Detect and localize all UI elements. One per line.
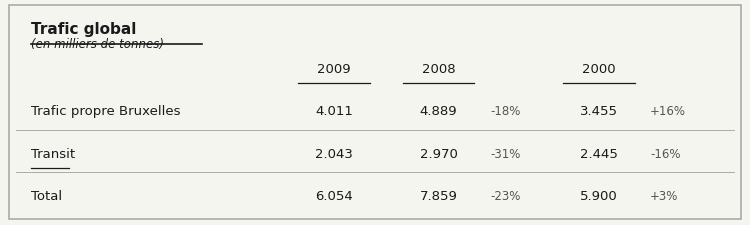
Text: 2008: 2008	[422, 63, 455, 76]
Text: -23%: -23%	[490, 189, 521, 202]
Text: 2.970: 2.970	[419, 147, 458, 160]
Text: 5.900: 5.900	[580, 189, 618, 202]
Text: (en milliers de tonnes): (en milliers de tonnes)	[32, 38, 164, 51]
Text: 2009: 2009	[317, 63, 351, 76]
Text: 2.445: 2.445	[580, 147, 618, 160]
Text: 4.011: 4.011	[315, 105, 352, 118]
Text: 2.043: 2.043	[315, 147, 352, 160]
Text: 6.054: 6.054	[315, 189, 352, 202]
Text: Trafic propre Bruxelles: Trafic propre Bruxelles	[32, 105, 181, 118]
Text: -31%: -31%	[490, 147, 521, 160]
Text: 2000: 2000	[582, 63, 616, 76]
Text: Total: Total	[32, 189, 62, 202]
Text: 3.455: 3.455	[580, 105, 618, 118]
Text: 4.889: 4.889	[420, 105, 458, 118]
Text: +16%: +16%	[650, 105, 686, 118]
Text: Transit: Transit	[32, 147, 76, 160]
Text: 7.859: 7.859	[419, 189, 458, 202]
Text: -18%: -18%	[490, 105, 521, 118]
Text: -16%: -16%	[650, 147, 680, 160]
Text: +3%: +3%	[650, 189, 678, 202]
Text: Trafic global: Trafic global	[32, 22, 136, 37]
FancyBboxPatch shape	[9, 6, 741, 219]
